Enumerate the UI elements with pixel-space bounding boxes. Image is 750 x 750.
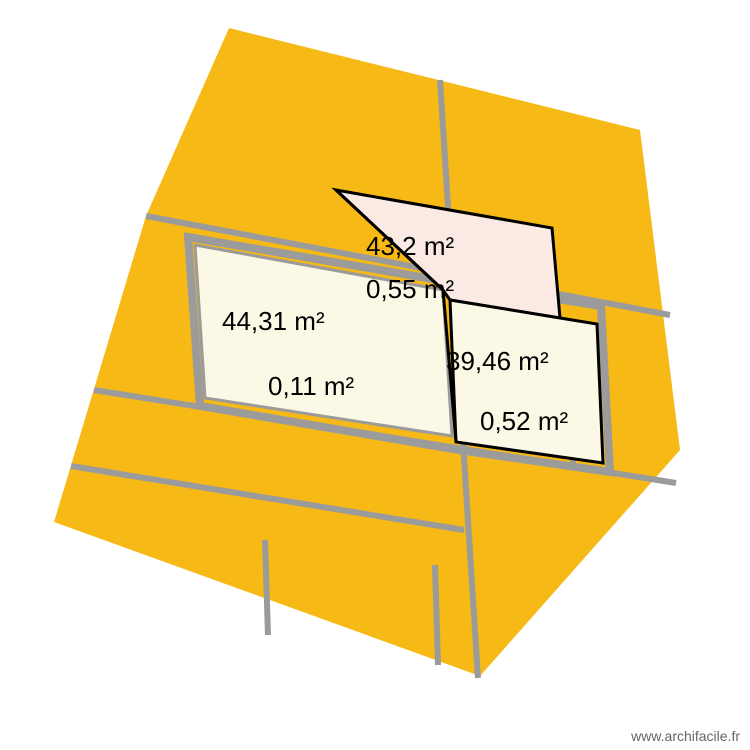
room-39-46	[450, 300, 603, 463]
room-area-label: 0,11 m²	[268, 371, 355, 401]
room-area-label: 0,52 m²	[480, 406, 568, 436]
room-area-label: 39,46 m²	[446, 346, 549, 376]
attribution-link[interactable]: www.archifacile.fr	[631, 728, 740, 744]
grid-line	[435, 565, 438, 665]
grid-line	[265, 540, 268, 635]
room-area-label: 43,2 m²	[366, 231, 454, 261]
floor-plan-diagram: 44,31 m² 0,11 m² 43,2 m² 0,55 m² 39,46 m² 0,5…	[0, 0, 750, 750]
room-area-label: 0,55 m²	[366, 274, 454, 304]
room-area-label: 44,31 m²	[222, 306, 325, 336]
